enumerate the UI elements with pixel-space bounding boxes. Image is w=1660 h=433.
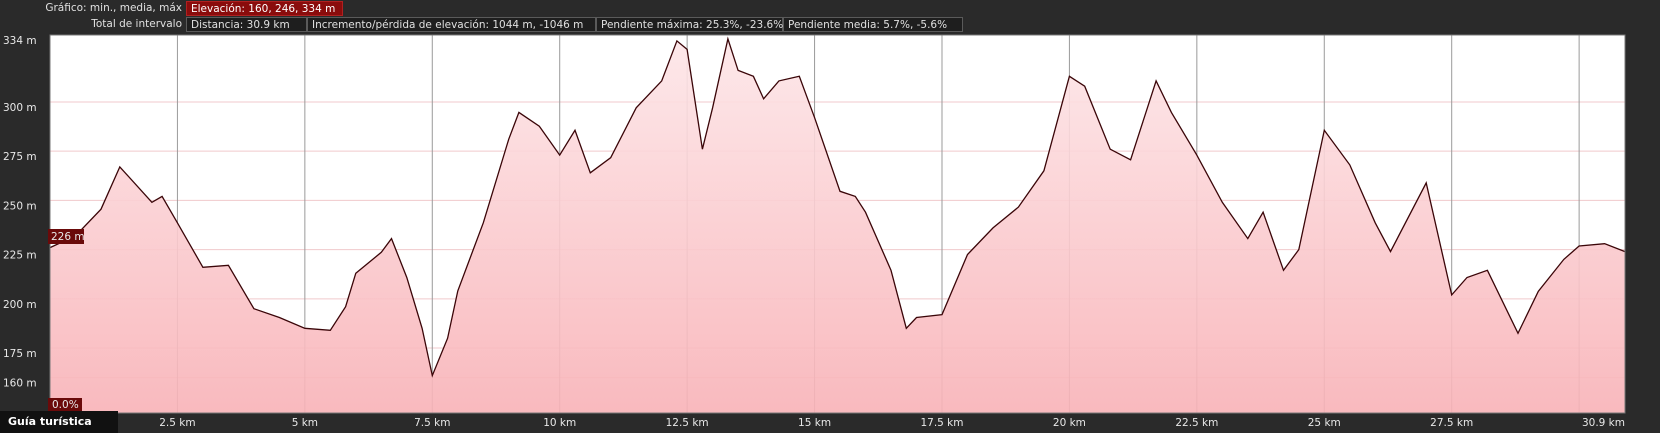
x-tick-label: 7.5 km [414,417,450,429]
y-tick-label: 200 m [3,299,37,311]
x-tick-label: 20 km [1053,417,1086,429]
elevation-line [49,36,1626,378]
y-tick-label: 334 m [3,35,37,47]
tour-button-label[interactable]: Guía turística [8,415,92,428]
x-tick-label: 22.5 km [1175,417,1218,429]
cursor-slope: 0.0% [52,399,79,411]
y-tick-label: 160 m [3,378,37,390]
x-tick-label: 30.9 km [1582,417,1625,429]
x-tick-label: 2.5 km [159,417,195,429]
x-tick-label: 27.5 km [1430,417,1473,429]
chart-label: Gráfico: min., media, máx [45,2,182,14]
x-tick-label: 10 km [543,417,576,429]
y-tick-label: 225 m [3,250,37,262]
cursor-box [48,229,84,244]
max-slope-stat: Pendiente máxima: 25.3%, -23.6% [596,17,783,32]
x-tick-label: 5 km [292,417,318,429]
y-tick-label: 300 m [3,102,37,114]
cursor-slope-box [48,398,82,412]
x-tick-label: 25 km [1308,417,1341,429]
avg-slope-stat: Pendiente media: 5.7%, -5.6% [783,17,963,32]
x-tick-label: 15 km [798,417,831,429]
x-tick-label: 17.5 km [920,417,963,429]
y-tick-label: 275 m [3,151,37,163]
elevation-stat: Elevación: 160, 246, 334 m [186,1,343,16]
tour-button[interactable] [0,411,118,433]
x-tick-label: 12.5 km [666,417,709,429]
gain-loss-stat: Incremento/pérdida de elevación: 1044 m,… [307,17,596,32]
cursor-elevation: 226 m [51,231,85,243]
interval-label: Total de intervalo [91,18,182,30]
y-tick-label: 250 m [3,200,37,212]
y-tick-label: 175 m [3,348,37,360]
plot-border [49,34,1626,414]
area-fill [50,38,1625,414]
distance-stat: Distancia: 30.9 km [186,17,307,32]
